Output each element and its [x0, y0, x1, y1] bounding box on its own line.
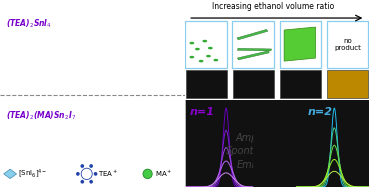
FancyBboxPatch shape: [280, 70, 321, 98]
Circle shape: [190, 56, 194, 58]
Text: TEA$^+$: TEA$^+$: [98, 169, 118, 179]
Text: Increasing ethanol volume ratio: Increasing ethanol volume ratio: [212, 2, 334, 11]
Polygon shape: [237, 51, 269, 60]
Bar: [255, 100, 294, 187]
FancyBboxPatch shape: [233, 70, 273, 98]
Text: (TEA)$_2$(MA)Sn$_2$I$_7$: (TEA)$_2$(MA)Sn$_2$I$_7$: [6, 110, 76, 122]
Circle shape: [199, 60, 204, 62]
Circle shape: [80, 180, 84, 184]
Text: [SnI$_6$]$^{4-}$: [SnI$_6$]$^{4-}$: [18, 167, 48, 180]
Y-axis label: Intensity / a.u.: Intensity / a.u.: [174, 111, 183, 176]
Circle shape: [195, 48, 200, 50]
Polygon shape: [237, 29, 268, 40]
Circle shape: [76, 172, 80, 176]
Circle shape: [208, 47, 213, 49]
FancyBboxPatch shape: [327, 70, 368, 98]
Circle shape: [94, 172, 97, 176]
FancyBboxPatch shape: [186, 21, 227, 68]
Text: no
product: no product: [334, 38, 361, 51]
Circle shape: [89, 164, 93, 168]
FancyBboxPatch shape: [327, 21, 368, 68]
Circle shape: [81, 168, 92, 180]
Circle shape: [143, 169, 152, 179]
Text: Amplified
Spontaneous
Emission: Amplified Spontaneous Emission: [226, 133, 290, 170]
FancyBboxPatch shape: [232, 21, 274, 68]
Circle shape: [202, 40, 207, 42]
Polygon shape: [4, 169, 17, 179]
Polygon shape: [237, 48, 272, 51]
Circle shape: [206, 55, 211, 57]
FancyBboxPatch shape: [280, 21, 321, 68]
Text: n=2: n=2: [308, 107, 333, 117]
Circle shape: [89, 180, 93, 184]
Text: n=1: n=1: [190, 107, 215, 117]
Text: (TEA)$_2$SnI$_4$: (TEA)$_2$SnI$_4$: [6, 17, 51, 29]
Circle shape: [190, 42, 194, 44]
Polygon shape: [284, 27, 315, 61]
Text: MA$^+$: MA$^+$: [155, 169, 172, 179]
Circle shape: [213, 59, 218, 61]
FancyBboxPatch shape: [186, 70, 227, 98]
Circle shape: [80, 164, 84, 168]
